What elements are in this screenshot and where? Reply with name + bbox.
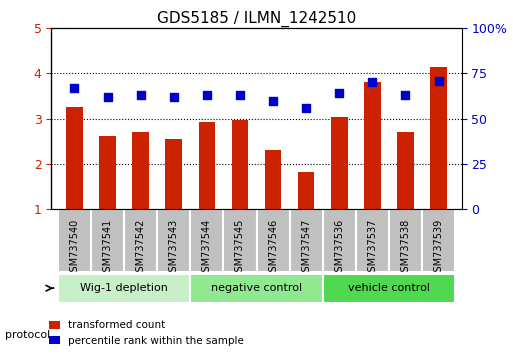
Text: GSM737546: GSM737546	[268, 218, 278, 278]
Text: GSM737537: GSM737537	[367, 218, 378, 278]
Bar	[132, 132, 149, 209]
FancyBboxPatch shape	[124, 209, 157, 272]
FancyBboxPatch shape	[190, 209, 223, 272]
Point	[335, 91, 343, 96]
Bar	[298, 172, 314, 209]
Bar	[166, 139, 182, 209]
Text: negative control: negative control	[211, 283, 302, 293]
FancyBboxPatch shape	[290, 209, 323, 272]
Point	[203, 92, 211, 98]
Bar	[265, 150, 281, 209]
FancyBboxPatch shape	[58, 274, 190, 303]
FancyBboxPatch shape	[323, 209, 356, 272]
Bar	[331, 117, 347, 209]
Text: GSM737536: GSM737536	[334, 218, 344, 278]
Text: GSM737539: GSM737539	[433, 218, 444, 278]
Text: GSM737540: GSM737540	[69, 218, 80, 278]
FancyBboxPatch shape	[389, 209, 422, 272]
Point	[236, 92, 244, 98]
Text: Wig-1 depletion: Wig-1 depletion	[80, 283, 168, 293]
Point	[170, 94, 178, 100]
Point	[435, 78, 443, 84]
FancyBboxPatch shape	[223, 209, 256, 272]
FancyBboxPatch shape	[91, 209, 124, 272]
Point	[70, 85, 78, 91]
Title: GDS5185 / ILMN_1242510: GDS5185 / ILMN_1242510	[157, 11, 356, 27]
Text: protocol: protocol	[5, 330, 50, 339]
FancyBboxPatch shape	[256, 209, 290, 272]
Bar	[66, 107, 83, 209]
FancyBboxPatch shape	[157, 209, 190, 272]
Bar	[364, 81, 381, 209]
Text: vehicle control: vehicle control	[348, 283, 430, 293]
Bar	[100, 136, 116, 209]
Bar	[199, 122, 215, 209]
Text: GSM737541: GSM737541	[103, 218, 112, 278]
Text: GSM737544: GSM737544	[202, 218, 212, 278]
Point	[136, 92, 145, 98]
Point	[368, 80, 377, 85]
FancyBboxPatch shape	[58, 209, 91, 272]
Point	[269, 98, 277, 103]
Point	[104, 94, 112, 100]
Text: GSM737547: GSM737547	[301, 218, 311, 278]
Point	[401, 92, 409, 98]
FancyBboxPatch shape	[356, 209, 389, 272]
Text: GSM737542: GSM737542	[135, 218, 146, 278]
Bar	[397, 132, 413, 209]
Text: GSM737543: GSM737543	[169, 218, 179, 278]
Text: GSM737538: GSM737538	[401, 218, 410, 278]
Legend: transformed count, percentile rank within the sample: transformed count, percentile rank withi…	[46, 317, 247, 349]
Bar	[430, 67, 447, 209]
FancyBboxPatch shape	[190, 274, 323, 303]
Bar	[232, 120, 248, 209]
FancyBboxPatch shape	[323, 274, 455, 303]
FancyBboxPatch shape	[422, 209, 455, 272]
Text: GSM737545: GSM737545	[235, 218, 245, 278]
Point	[302, 105, 310, 110]
